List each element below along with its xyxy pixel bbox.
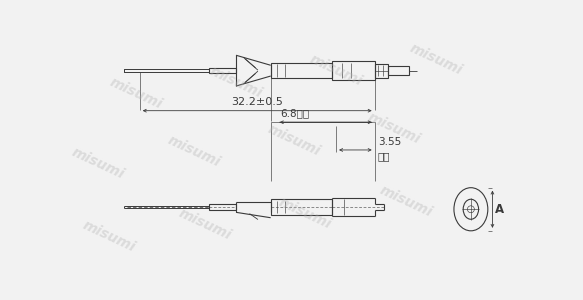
- Text: 3.55: 3.55: [378, 137, 401, 147]
- Text: misumi: misumi: [177, 206, 234, 243]
- Text: misumi: misumi: [366, 110, 423, 147]
- Text: misumi: misumi: [408, 41, 465, 77]
- Text: misumi: misumi: [377, 183, 434, 220]
- Text: misumi: misumi: [69, 145, 126, 182]
- Bar: [332, 61, 375, 80]
- Text: 6.8参考: 6.8参考: [280, 108, 309, 118]
- Text: A: A: [495, 203, 504, 216]
- Text: misumi: misumi: [80, 218, 138, 254]
- Text: misumi: misumi: [265, 122, 322, 158]
- Bar: [209, 204, 236, 210]
- Text: 32.2±0.5: 32.2±0.5: [231, 97, 283, 107]
- Text: misumi: misumi: [307, 52, 365, 89]
- Bar: [271, 199, 332, 214]
- Bar: [388, 66, 409, 75]
- Bar: [271, 63, 332, 78]
- Bar: [209, 68, 236, 73]
- Text: misumi: misumi: [107, 75, 164, 112]
- Text: misumi: misumi: [208, 64, 265, 100]
- Text: misumi: misumi: [277, 195, 334, 231]
- Bar: [375, 64, 388, 78]
- Text: misumi: misumi: [165, 133, 222, 170]
- Text: 参考: 参考: [378, 152, 390, 161]
